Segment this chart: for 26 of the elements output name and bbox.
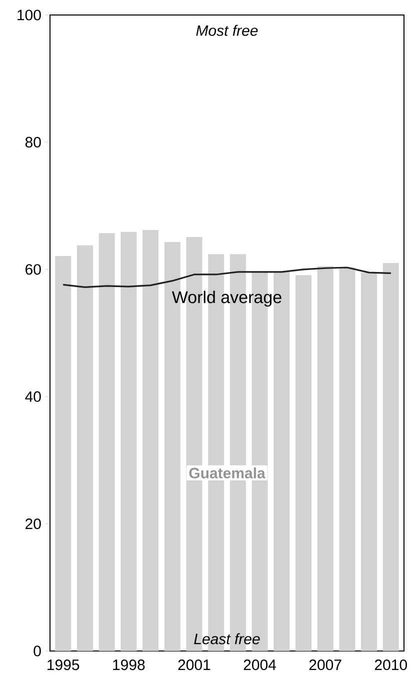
bar <box>295 275 312 651</box>
x-tick-label: 2001 <box>178 660 210 670</box>
bar <box>98 233 115 651</box>
y-tick-label: 0 <box>34 646 41 656</box>
x-tick-label: 2004 <box>244 660 276 670</box>
bar <box>142 230 159 651</box>
y-tick-label: 40 <box>25 391 41 402</box>
y-tick-label: 60 <box>26 264 41 275</box>
y-tick-label: 20 <box>26 518 41 530</box>
annotation: Most free <box>196 24 258 36</box>
y-tick-label: 100 <box>18 10 41 20</box>
x-tick-label: 1995 <box>48 660 80 670</box>
x-tick-label: 1998 <box>113 660 145 670</box>
series-label: World average <box>172 290 282 307</box>
bar <box>120 232 137 651</box>
x-tick-label: 2007 <box>309 660 342 670</box>
bar <box>339 267 356 651</box>
x-tick-label: 2010 <box>374 660 407 670</box>
bar <box>382 263 399 651</box>
bar <box>361 272 378 651</box>
bar <box>317 266 334 651</box>
annotation: Least free <box>194 633 260 644</box>
bar <box>76 245 93 651</box>
y-tick-label: 80 <box>25 136 41 148</box>
series-label: Guatemala <box>189 467 266 478</box>
bar <box>55 256 72 651</box>
